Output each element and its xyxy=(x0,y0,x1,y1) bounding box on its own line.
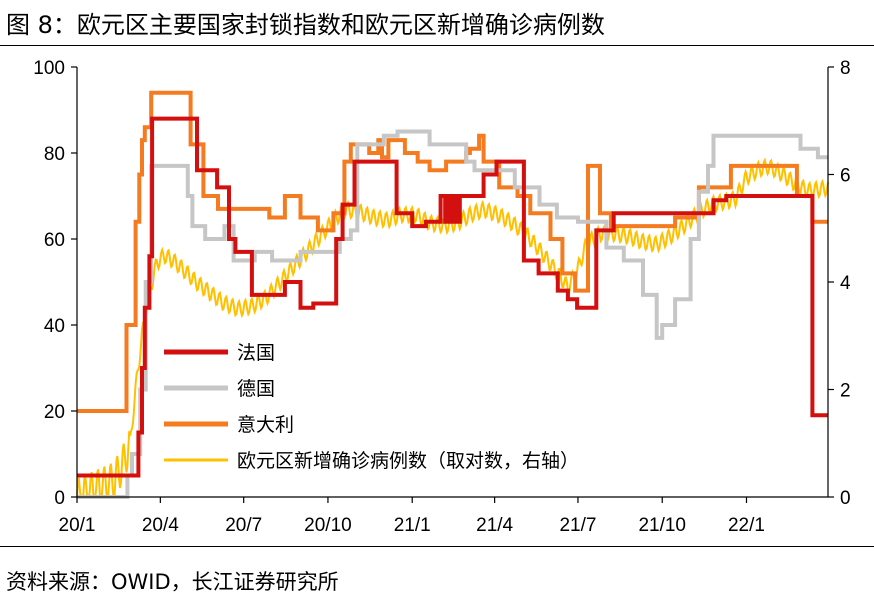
left-axis-tick: 20 xyxy=(44,402,77,423)
left-axis-tick-label: 40 xyxy=(44,316,65,337)
left-axis-tick: 100 xyxy=(33,58,77,79)
figure-title: 图 8：欧元区主要国家封锁指数和欧元区新增确诊病例数 xyxy=(6,11,605,39)
left-axis-tick-label: 0 xyxy=(54,488,65,509)
left-axis-tick-label: 80 xyxy=(44,144,65,165)
x-axis-tick: 21/4 xyxy=(476,497,514,536)
x-axis-tick-label: 20/1 xyxy=(59,515,96,536)
x-axis-tick-label: 20/4 xyxy=(142,515,179,536)
plot-lines xyxy=(76,90,829,499)
x-axis-tick: 21/10 xyxy=(638,497,686,536)
x-axis-tick-label: 21/4 xyxy=(476,515,513,536)
legend-item: 意大利 xyxy=(164,414,294,436)
right-axis-tick-label: 4 xyxy=(840,273,851,294)
left-axis-tick-label: 100 xyxy=(33,58,65,79)
left-axis-tick: 40 xyxy=(44,316,77,337)
x-axis-tick-label: 22/1 xyxy=(728,515,765,536)
bottom-rule xyxy=(0,546,874,547)
series-line-0 xyxy=(77,116,828,478)
title-rule xyxy=(0,45,874,46)
x-axis-tick: 21/7 xyxy=(559,497,596,536)
legend-item: 欧元区新增确诊病例数（取对数，右轴） xyxy=(164,450,579,472)
right-axis-tick-label: 6 xyxy=(840,166,851,187)
right-axis-tick: 4 xyxy=(828,273,851,294)
legend-label: 意大利 xyxy=(237,414,294,436)
x-axis-tick-label: 20/7 xyxy=(225,515,262,536)
legend-item: 法国 xyxy=(164,342,275,364)
series-line-1 xyxy=(77,129,828,499)
x-axis-tick-label: 21/10 xyxy=(638,515,686,536)
legend-label: 法国 xyxy=(237,342,275,364)
left-axis-tick: 80 xyxy=(44,144,77,165)
right-axis-tick: 8 xyxy=(828,58,851,79)
right-axis-tick: 0 xyxy=(828,488,851,509)
legend-label: 欧元区新增确诊病例数（取对数，右轴） xyxy=(237,450,579,472)
x-axis-tick-label: 21/7 xyxy=(559,515,596,536)
left-axis-tick: 0 xyxy=(54,488,77,509)
right-axis-tick-label: 0 xyxy=(840,488,851,509)
axes: 0 20 40 60 80 100 0 2 4 6 8 20/1 20/4 20/7 20/10 21/1 21… xyxy=(33,58,851,536)
right-axis-tick: 6 xyxy=(828,166,851,187)
x-axis-tick: 20/1 xyxy=(59,497,96,536)
x-axis-tick: 21/1 xyxy=(394,497,431,536)
legend-item: 德国 xyxy=(164,378,275,400)
legend-label: 德国 xyxy=(237,378,275,400)
series-line-2 xyxy=(77,90,828,413)
x-axis-tick-label: 20/10 xyxy=(304,515,352,536)
x-axis-tick: 22/1 xyxy=(728,497,765,536)
left-axis-tick: 60 xyxy=(44,230,77,251)
right-axis-tick-label: 2 xyxy=(840,381,851,402)
left-axis-tick-label: 20 xyxy=(44,402,65,423)
left-axis-tick-label: 60 xyxy=(44,230,65,251)
x-axis-tick: 20/7 xyxy=(225,497,262,536)
right-axis-tick-label: 8 xyxy=(840,58,851,79)
x-axis-tick-label: 21/1 xyxy=(394,515,431,536)
right-axis-tick: 2 xyxy=(828,381,851,402)
x-axis-tick: 20/4 xyxy=(142,497,179,536)
x-axis-tick: 20/10 xyxy=(304,497,352,536)
source-note: 资料来源：OWID，长江证券研究所 xyxy=(6,570,339,594)
